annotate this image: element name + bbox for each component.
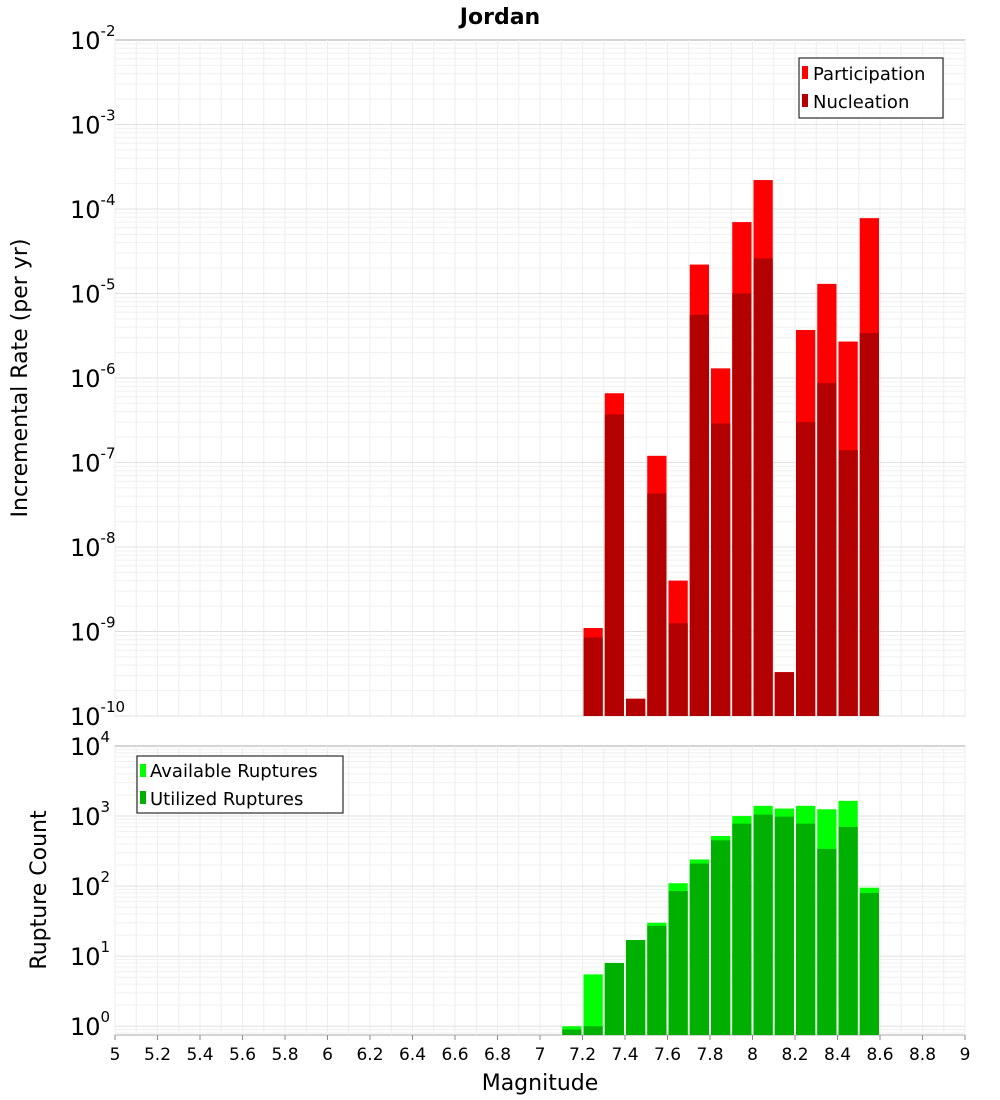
bottom-bar-s2 bbox=[838, 826, 858, 1035]
bottom-y-tick-label: 104 bbox=[70, 728, 110, 761]
bottom-legend: Available Ruptures Utilized Ruptures bbox=[136, 755, 344, 814]
x-tick-label: 5 bbox=[110, 1045, 121, 1065]
legend-swatch-participation bbox=[802, 66, 808, 79]
top-bar-s2 bbox=[838, 450, 858, 716]
bottom-bar-s2 bbox=[668, 891, 688, 1035]
x-tick-label: 6.4 bbox=[399, 1045, 426, 1065]
bottom-bar-s2 bbox=[604, 962, 624, 1035]
top-bar-s2 bbox=[668, 623, 688, 716]
chart-title: Jordan bbox=[458, 5, 540, 30]
bottom-bar-s2 bbox=[689, 863, 709, 1035]
bottom-bar-s2 bbox=[647, 925, 667, 1035]
x-tick-label: 7.6 bbox=[654, 1045, 681, 1065]
top-y-tick-label: 10-7 bbox=[70, 445, 116, 478]
top-bar-s2 bbox=[711, 423, 731, 716]
top-y-tick-label: 10-9 bbox=[70, 614, 116, 647]
top-legend-box bbox=[798, 57, 944, 119]
top-bar-s2 bbox=[753, 258, 773, 716]
bottom-bars bbox=[562, 800, 879, 1035]
bottom-y-axis-label: Rupture Count bbox=[27, 810, 52, 970]
x-tick-label: 8 bbox=[747, 1045, 758, 1065]
top-legend: Participation Nucleation bbox=[798, 57, 944, 119]
x-tick-label: 6 bbox=[322, 1045, 333, 1065]
x-tick-label: 8.2 bbox=[781, 1045, 808, 1065]
top-y-ticks: 10-10 10-9 10-8 10-7 10-6 10-5 10-4 10-3 10-2 bbox=[70, 22, 125, 731]
bottom-bar-s2 bbox=[711, 840, 731, 1035]
bottom-bar-s2 bbox=[562, 1029, 582, 1035]
top-bar-s2 bbox=[859, 333, 879, 716]
x-tick-label: 6.8 bbox=[484, 1045, 511, 1065]
legend-swatch-utilized bbox=[140, 791, 146, 804]
legend-label-nucleation: Nucleation bbox=[813, 92, 909, 113]
legend-swatch-available bbox=[140, 764, 146, 777]
bottom-y-tick-label: 100 bbox=[70, 1008, 110, 1041]
bottom-bar-s2 bbox=[626, 940, 646, 1035]
bottom-bar-s2 bbox=[583, 1026, 603, 1035]
top-gridlines bbox=[114, 40, 966, 717]
x-tick-label: 5.6 bbox=[229, 1045, 256, 1065]
bottom-y-ticks: 100 101 102 103 104 bbox=[70, 728, 110, 1041]
bottom-bar-s2 bbox=[774, 816, 794, 1035]
bottom-y-tick-label: 102 bbox=[70, 868, 110, 901]
top-y-tick-label: 10-6 bbox=[70, 360, 116, 393]
x-tick-label: 6.6 bbox=[441, 1045, 468, 1065]
x-tick-label: 8.4 bbox=[824, 1045, 851, 1065]
legend-label-participation: Participation bbox=[813, 64, 925, 85]
top-y-tick-label: 10-4 bbox=[70, 191, 116, 224]
x-tick-label: 7 bbox=[535, 1045, 546, 1065]
x-tick-label: 7.4 bbox=[611, 1045, 638, 1065]
x-tick-label: 7.2 bbox=[569, 1045, 596, 1065]
x-tick-label: 5.2 bbox=[144, 1045, 171, 1065]
bottom-panel: 100 101 102 103 104 5 5.2 5.4 5.6 5.8 6 6.2 6.4 6.6 6… bbox=[27, 728, 970, 1096]
legend-label-available: Available Ruptures bbox=[150, 761, 318, 782]
x-ticks: 5 5.2 5.4 5.6 5.8 6 6.2 6.4 6.6 6.8 7 7.2 7.4 7.6 7.8 8… bbox=[110, 1035, 971, 1065]
top-y-axis-label: Incremental Rate (per yr) bbox=[8, 239, 33, 518]
top-bar-s2 bbox=[796, 422, 816, 716]
bottom-bar-s2 bbox=[753, 814, 773, 1035]
x-tick-label: 6.2 bbox=[356, 1045, 383, 1065]
bottom-bar-s2 bbox=[859, 892, 879, 1035]
x-tick-label: 8.6 bbox=[866, 1045, 893, 1065]
top-bar-s2 bbox=[604, 414, 624, 716]
bottom-bar-s2 bbox=[732, 823, 752, 1035]
x-tick-label: 8.8 bbox=[909, 1045, 936, 1065]
top-y-tick-label: 10-5 bbox=[70, 276, 116, 309]
legend-label-utilized: Utilized Ruptures bbox=[150, 789, 303, 810]
x-tick-label: 7.8 bbox=[696, 1045, 723, 1065]
bottom-bar-s2 bbox=[796, 823, 816, 1035]
top-bar-s2 bbox=[626, 698, 646, 716]
top-panel: 10-10 10-9 10-8 10-7 10-6 10-5 10-4 10-3 10-2 In… bbox=[8, 22, 966, 731]
top-bars bbox=[583, 180, 879, 716]
bottom-bar-s1 bbox=[583, 974, 603, 1035]
bottom-bar-s2 bbox=[817, 848, 837, 1035]
x-tick-label: 5.8 bbox=[271, 1045, 298, 1065]
top-bar-s2 bbox=[732, 293, 752, 716]
top-bar-s2 bbox=[647, 493, 667, 716]
bottom-gridlines bbox=[114, 746, 966, 1035]
top-y-tick-label: 10-10 bbox=[70, 698, 125, 731]
x-tick-label: 9 bbox=[960, 1045, 971, 1065]
top-y-tick-label: 10-3 bbox=[70, 107, 116, 140]
x-tick-label: 5.4 bbox=[186, 1045, 213, 1065]
top-bar-s2 bbox=[583, 637, 603, 716]
bottom-legend-box bbox=[136, 755, 344, 814]
top-bar-s2 bbox=[689, 314, 709, 716]
legend-swatch-nucleation bbox=[802, 94, 808, 107]
x-axis-label: Magnitude bbox=[482, 1071, 599, 1096]
bottom-y-tick-label: 103 bbox=[70, 798, 110, 831]
top-y-tick-label: 10-2 bbox=[70, 22, 116, 55]
top-bar-s2 bbox=[817, 383, 837, 716]
top-bar-s2 bbox=[774, 672, 794, 716]
top-y-tick-label: 10-8 bbox=[70, 529, 116, 562]
bottom-y-tick-label: 101 bbox=[70, 938, 110, 971]
